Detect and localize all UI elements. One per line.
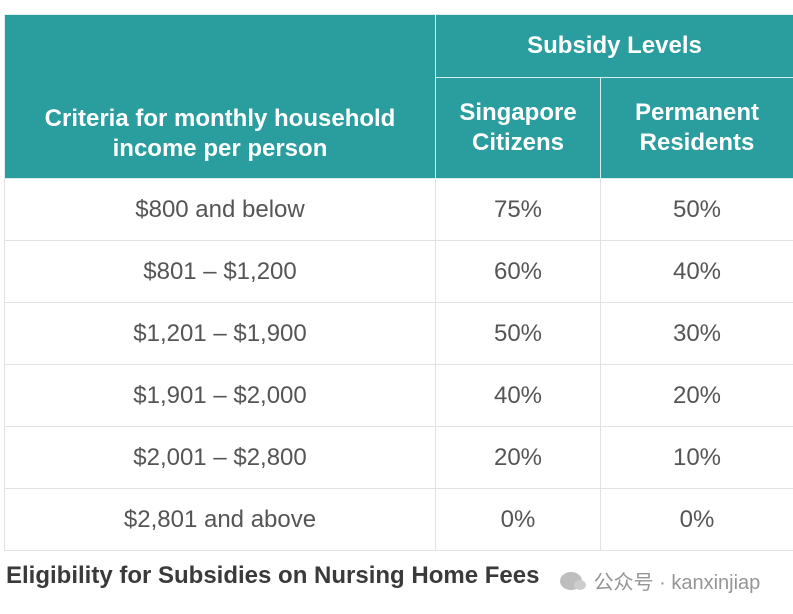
header-row-columns: Singapore Citizens Permanent Residents — [5, 77, 793, 179]
income-cell: $800 and below — [4, 178, 436, 241]
citizens-cell: 50% — [435, 302, 601, 365]
citizens-cell: 0% — [435, 488, 601, 551]
watermark: 公众号 · kanxinjiap — [560, 566, 793, 595]
citizens-cell: 20% — [435, 426, 601, 489]
criteria-header: Criteria for monthly household income pe… — [4, 14, 436, 179]
wechat-logo-icon — [560, 571, 586, 590]
citizens-cell: 60% — [435, 240, 601, 303]
pr-cell: 30% — [600, 302, 793, 365]
table-row: $800 and below 75% 50% — [4, 178, 793, 241]
income-cell: $1,201 – $1,900 — [4, 302, 436, 365]
watermark-text: 公众号 · kanxinjiap — [593, 572, 761, 594]
pr-cell: 40% — [600, 240, 793, 303]
table-caption: Eligibility for Subsidies on Nursing Hom… — [6, 562, 540, 589]
pr-header: Permanent Residents — [600, 77, 793, 179]
citizens-header: Singapore Citizens — [435, 77, 601, 179]
table-row: $801 – $1,200 60% 40% — [4, 240, 793, 303]
income-cell: $2,001 – $2,800 — [4, 426, 436, 489]
pr-cell: 10% — [600, 426, 793, 489]
pr-cell: 50% — [600, 178, 793, 241]
subsidy-table: Criteria for monthly household income pe… — [4, 14, 793, 551]
subsidy-table-container: Criteria for monthly household income pe… — [4, 14, 793, 551]
citizens-cell: 75% — [435, 178, 601, 241]
header-row-group: Criteria for monthly household income pe… — [4, 14, 793, 179]
table-row: $2,001 – $2,800 20% 10% — [4, 426, 793, 489]
pr-cell: 20% — [600, 364, 793, 427]
income-cell: $2,801 and above — [4, 488, 436, 551]
table-row: $2,801 and above 0% 0% — [4, 488, 793, 551]
income-cell: $1,901 – $2,000 — [4, 364, 436, 427]
citizens-cell: 40% — [435, 364, 601, 427]
table-row: $1,201 – $1,900 50% 30% — [4, 302, 793, 365]
table-row: $1,901 – $2,000 40% 20% — [4, 364, 793, 427]
subsidy-levels-header: Subsidy Levels — [435, 14, 793, 78]
pr-cell: 0% — [600, 488, 793, 551]
income-cell: $801 – $1,200 — [4, 240, 436, 303]
